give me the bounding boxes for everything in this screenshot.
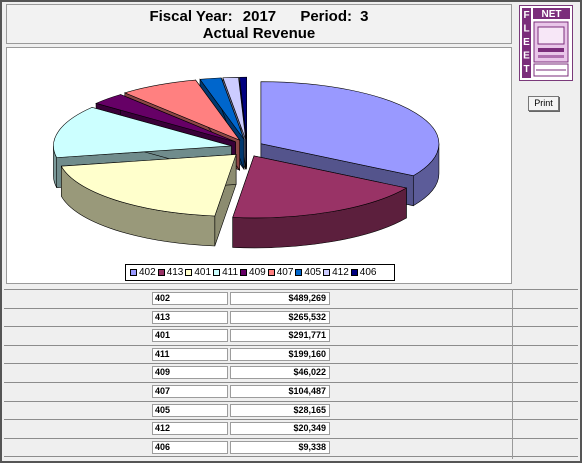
table-row: 402 $489,269 [4, 289, 578, 308]
revenue-table: 402 $489,269 413 $265,532 401 $291,771 411 $199… [2, 289, 578, 459]
table-divider [512, 289, 513, 459]
legend-item-406: 406 [350, 265, 377, 280]
account-code-field[interactable]: 412 [152, 422, 228, 436]
legend-swatch [185, 269, 193, 276]
table-bottom-border [4, 456, 578, 458]
pie-chart [53, 76, 440, 249]
fiscal-year-label: Fiscal Year: [149, 8, 233, 25]
title-line: Fiscal Year: 2017 Period: 3 [7, 8, 511, 25]
table-row: 413 $265,532 [4, 307, 578, 327]
account-code-field[interactable]: 409 [152, 366, 228, 380]
legend-label: 405 [304, 267, 322, 278]
revenue-amount-field[interactable]: $9,338 [230, 440, 330, 454]
legend-swatch [295, 269, 303, 276]
account-code-field[interactable]: 411 [152, 347, 228, 361]
legend-item-407: 407 [267, 265, 294, 280]
print-button[interactable]: Print [528, 96, 559, 111]
legend-swatch [267, 269, 275, 276]
fiscal-year-value: 2017 [242, 8, 277, 25]
logo-word: NET [542, 9, 562, 20]
pie-slice-413 [232, 155, 408, 249]
legend-item-413: 413 [157, 265, 184, 280]
logo-letter: E [523, 51, 530, 62]
table-row: 401 $291,771 [4, 326, 578, 345]
legend-label: 409 [249, 267, 266, 278]
table-row: 405 $28,165 [4, 400, 578, 420]
legend-swatch [323, 269, 331, 276]
logo-letter: E [523, 37, 530, 48]
account-code-field[interactable]: 413 [152, 310, 228, 324]
legend-item-409: 409 [240, 265, 266, 280]
legend-swatch [240, 269, 248, 276]
legend-label: 406 [359, 267, 377, 278]
revenue-amount-field[interactable]: $104,487 [230, 385, 330, 398]
legend-label: 411 [222, 267, 239, 278]
revenue-amount-field[interactable]: $489,269 [230, 292, 330, 305]
legend-label: 413 [166, 267, 184, 278]
logo-letter: F [523, 10, 529, 21]
report-subtitle: Actual Revenue [202, 25, 316, 42]
table-row: 412 $20,349 [4, 419, 578, 438]
account-code-field[interactable]: 406 [152, 440, 228, 454]
legend-label: 402 [139, 267, 156, 278]
legend-item-402: 402 [130, 265, 156, 280]
chart-panel: 402 413 401 411 409 407 405 412 406 [6, 47, 512, 284]
period-value: 3 [360, 8, 369, 25]
period-label: Period: [300, 8, 352, 25]
legend-label: 412 [332, 267, 349, 278]
revenue-amount-field[interactable]: $28,165 [230, 403, 330, 417]
account-code-field[interactable]: 407 [152, 385, 228, 398]
revenue-amount-field[interactable]: $265,532 [230, 310, 330, 324]
legend-item-412: 412 [323, 265, 349, 280]
table-row: 406 $9,338 [4, 437, 578, 457]
fleetnet-logo-icon: F L E E T NET [519, 5, 573, 81]
table-row: 409 $46,022 [4, 363, 578, 382]
legend-item-405: 405 [295, 265, 321, 280]
title-panel: Fiscal Year: 2017 Period: 3 Actual Reven… [6, 4, 512, 44]
legend-swatch [130, 269, 137, 276]
revenue-amount-field[interactable]: $46,022 [230, 366, 330, 380]
account-code-field[interactable]: 405 [152, 403, 228, 417]
revenue-amount-field[interactable]: $199,160 [230, 347, 330, 361]
revenue-amount-field[interactable]: $20,349 [230, 422, 330, 436]
logo-letter: T [523, 64, 529, 75]
revenue-amount-field[interactable]: $291,771 [230, 329, 330, 343]
account-code-field[interactable]: 402 [152, 292, 228, 305]
legend-label: 407 [276, 267, 294, 278]
legend-item-411: 411 [213, 265, 238, 280]
legend-swatch [213, 269, 221, 276]
legend-label: 401 [194, 267, 212, 278]
table-row: 407 $104,487 [4, 382, 578, 401]
chart-legend: 402 413 401 411 409 407 405 412 406 [125, 264, 395, 281]
account-code-field[interactable]: 401 [152, 329, 228, 343]
legend-item-401: 401 [185, 265, 211, 280]
table-row: 411 $199,160 [4, 344, 578, 364]
legend-swatch [157, 269, 165, 276]
logo-letter: L [523, 24, 529, 35]
pie-slice-401 [60, 154, 237, 247]
legend-swatch [350, 269, 358, 276]
